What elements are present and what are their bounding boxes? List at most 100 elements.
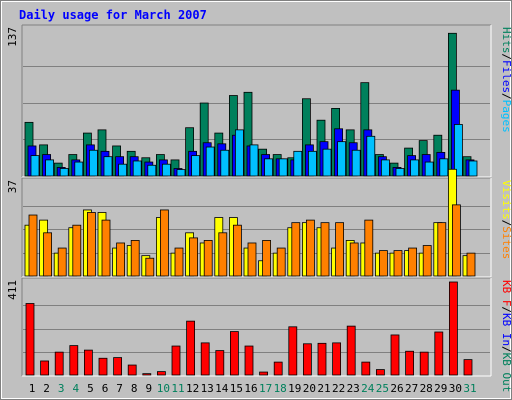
bar-visits-sites-sites-day-10 — [159, 209, 169, 277]
bar-visits-sites-sites-day-22 — [335, 222, 345, 277]
bar-visits-sites-sites-day-30 — [451, 204, 461, 277]
legend-hits-files-pages-pages: Pages — [500, 100, 512, 133]
bar-hits-files-pages-pages-day-17 — [264, 158, 274, 177]
bar-kbytes-kb-f-day-16 — [244, 345, 254, 376]
x-tick-label-day-31: 31 — [463, 382, 476, 395]
bar-visits-sites-sites-day-12 — [189, 237, 199, 277]
bar-kbytes-kb-f-day-9 — [142, 373, 152, 376]
x-tick-label-day-15: 15 — [230, 382, 243, 395]
x-tick-label-day-22: 22 — [332, 382, 345, 395]
bar-hits-files-pages-pages-day-2 — [45, 159, 54, 177]
bar-visits-sites-sites-day-2 — [43, 232, 52, 277]
bar-hits-files-pages-pages-day-28 — [424, 161, 434, 177]
bar-kbytes-kb-f-day-27 — [405, 350, 415, 376]
x-tick-label-day-10: 10 — [157, 382, 170, 395]
x-tick-label-day-5: 5 — [87, 382, 94, 395]
bar-hits-files-pages-pages-day-29 — [439, 158, 449, 177]
legend-kbytes-separator: / — [500, 306, 512, 313]
x-tick-label-day-19: 19 — [288, 382, 301, 395]
legend-hits-files-pages-hits: Hits — [500, 27, 512, 54]
x-tick-label-day-24: 24 — [361, 382, 375, 395]
bar-kbytes-kb-f-day-4 — [69, 345, 79, 376]
legend-visits-sites-sites: Sites — [500, 226, 512, 259]
x-tick-label-day-8: 8 — [131, 382, 138, 395]
x-tick-label-day-17: 17 — [259, 382, 272, 395]
bar-visits-sites-sites-day-11 — [174, 247, 184, 277]
bar-visits-sites-sites-day-4 — [72, 224, 82, 277]
bar-kbytes-kb-f-day-8 — [127, 364, 137, 376]
bar-visits-sites-sites-day-31 — [466, 252, 476, 277]
bar-kbytes-kb-f-day-12 — [186, 320, 196, 376]
x-tick-label-day-9: 9 — [145, 382, 152, 395]
x-tick-label-day-7: 7 — [116, 382, 123, 395]
bar-kbytes-kb-f-day-3 — [54, 351, 64, 376]
bar-visits-sites-sites-day-5 — [87, 212, 96, 277]
x-tick-label-day-29: 29 — [434, 382, 447, 395]
bar-hits-files-pages-pages-day-11 — [176, 169, 186, 177]
bar-hits-files-pages-pages-day-31 — [468, 160, 478, 177]
bar-hits-files-pages-pages-day-14 — [220, 149, 230, 177]
bar-kbytes-kb-f-day-25 — [375, 369, 385, 376]
bar-hits-files-pages-pages-day-25 — [380, 159, 390, 177]
panel-hits-files-pages-ytick-label: 137 — [6, 27, 19, 47]
bar-hits-files-pages-pages-day-3 — [59, 168, 69, 177]
bar-visits-sites-sites-day-28 — [422, 245, 432, 277]
bar-kbytes-kb-f-day-2 — [40, 360, 49, 376]
bar-visits-sites-sites-day-7 — [116, 242, 125, 277]
x-tick-label-day-25: 25 — [376, 382, 389, 395]
bar-hits-files-pages-pages-day-15 — [234, 129, 244, 177]
legend-visits-sites-separator: / — [500, 220, 512, 227]
legend-hits-files-pages-separator: / — [500, 53, 512, 60]
bar-kbytes-kb-f-day-10 — [156, 371, 166, 376]
legend-kbytes-kb-f: KB F — [500, 280, 512, 307]
bar-hits-files-pages-pages-day-9 — [147, 164, 157, 177]
bar-hits-files-pages-pages-day-13 — [205, 146, 215, 177]
x-tick-label-day-11: 11 — [171, 382, 184, 395]
x-tick-label-day-16: 16 — [244, 382, 257, 395]
bar-visits-sites-sites-day-19 — [291, 222, 301, 277]
bar-kbytes-kb-f-day-11 — [171, 345, 181, 376]
bar-visits-sites-sites-day-26 — [393, 250, 403, 277]
legend-hits-files-pages-separator: / — [500, 93, 512, 100]
bar-kbytes-kb-f-day-28 — [419, 351, 429, 376]
bar-kbytes-kb-f-day-13 — [200, 342, 210, 376]
bar-kbytes-kb-f-day-15 — [229, 331, 239, 376]
bar-kbytes-kb-f-day-24 — [361, 361, 371, 376]
bar-visits-sites-sites-day-27 — [408, 247, 418, 277]
bar-kbytes-kb-f-day-14 — [215, 350, 225, 376]
bar-visits-sites-sites-day-8 — [130, 240, 140, 277]
bar-visits-sites-sites-day-25 — [378, 250, 388, 277]
bar-kbytes-kb-f-day-19 — [288, 326, 298, 376]
bar-hits-files-pages-pages-day-12 — [191, 155, 201, 177]
legend-kbytes-separator: / — [500, 346, 512, 353]
bar-visits-sites-sites-day-29 — [437, 222, 447, 277]
bar-visits-sites-sites-day-1 — [28, 214, 38, 277]
bar-kbytes-kb-f-day-26 — [390, 334, 400, 376]
bar-visits-sites-sites-day-17 — [262, 240, 272, 277]
bar-kbytes-kb-f-day-17 — [259, 371, 269, 376]
bar-kbytes-kb-f-day-30 — [448, 281, 458, 376]
bar-kbytes-kb-f-day-5 — [84, 349, 93, 376]
legend-hits-files-pages-files: Files — [500, 60, 512, 93]
x-tick-label-day-3: 3 — [58, 382, 65, 395]
bar-hits-files-pages-pages-day-5 — [89, 149, 98, 177]
bar-kbytes-kb-f-day-1 — [25, 303, 35, 376]
bar-hits-files-pages-pages-day-16 — [249, 144, 259, 177]
x-tick-label-day-13: 13 — [201, 382, 214, 395]
bar-hits-files-pages-pages-day-27 — [410, 159, 420, 177]
x-tick-label-day-4: 4 — [72, 382, 79, 395]
panel-kbytes-ytick-label: 411 — [6, 280, 19, 300]
bar-kbytes-kb-f-day-6 — [98, 357, 108, 376]
bar-visits-sites-sites-day-6 — [101, 219, 111, 277]
bar-hits-files-pages-pages-day-22 — [337, 141, 347, 177]
bar-kbytes-kb-f-day-22 — [332, 342, 342, 376]
legend-kbytes-kb-out: KB Out — [500, 353, 512, 393]
x-tick-label-day-6: 6 — [102, 382, 109, 395]
bar-kbytes-kb-f-day-31 — [463, 359, 473, 376]
bar-kbytes-kb-f-day-7 — [113, 357, 122, 376]
bar-visits-sites-sites-day-3 — [57, 247, 67, 277]
bar-visits-sites-sites-day-16 — [247, 242, 257, 277]
bar-visits-sites-sites-day-24 — [364, 219, 374, 277]
